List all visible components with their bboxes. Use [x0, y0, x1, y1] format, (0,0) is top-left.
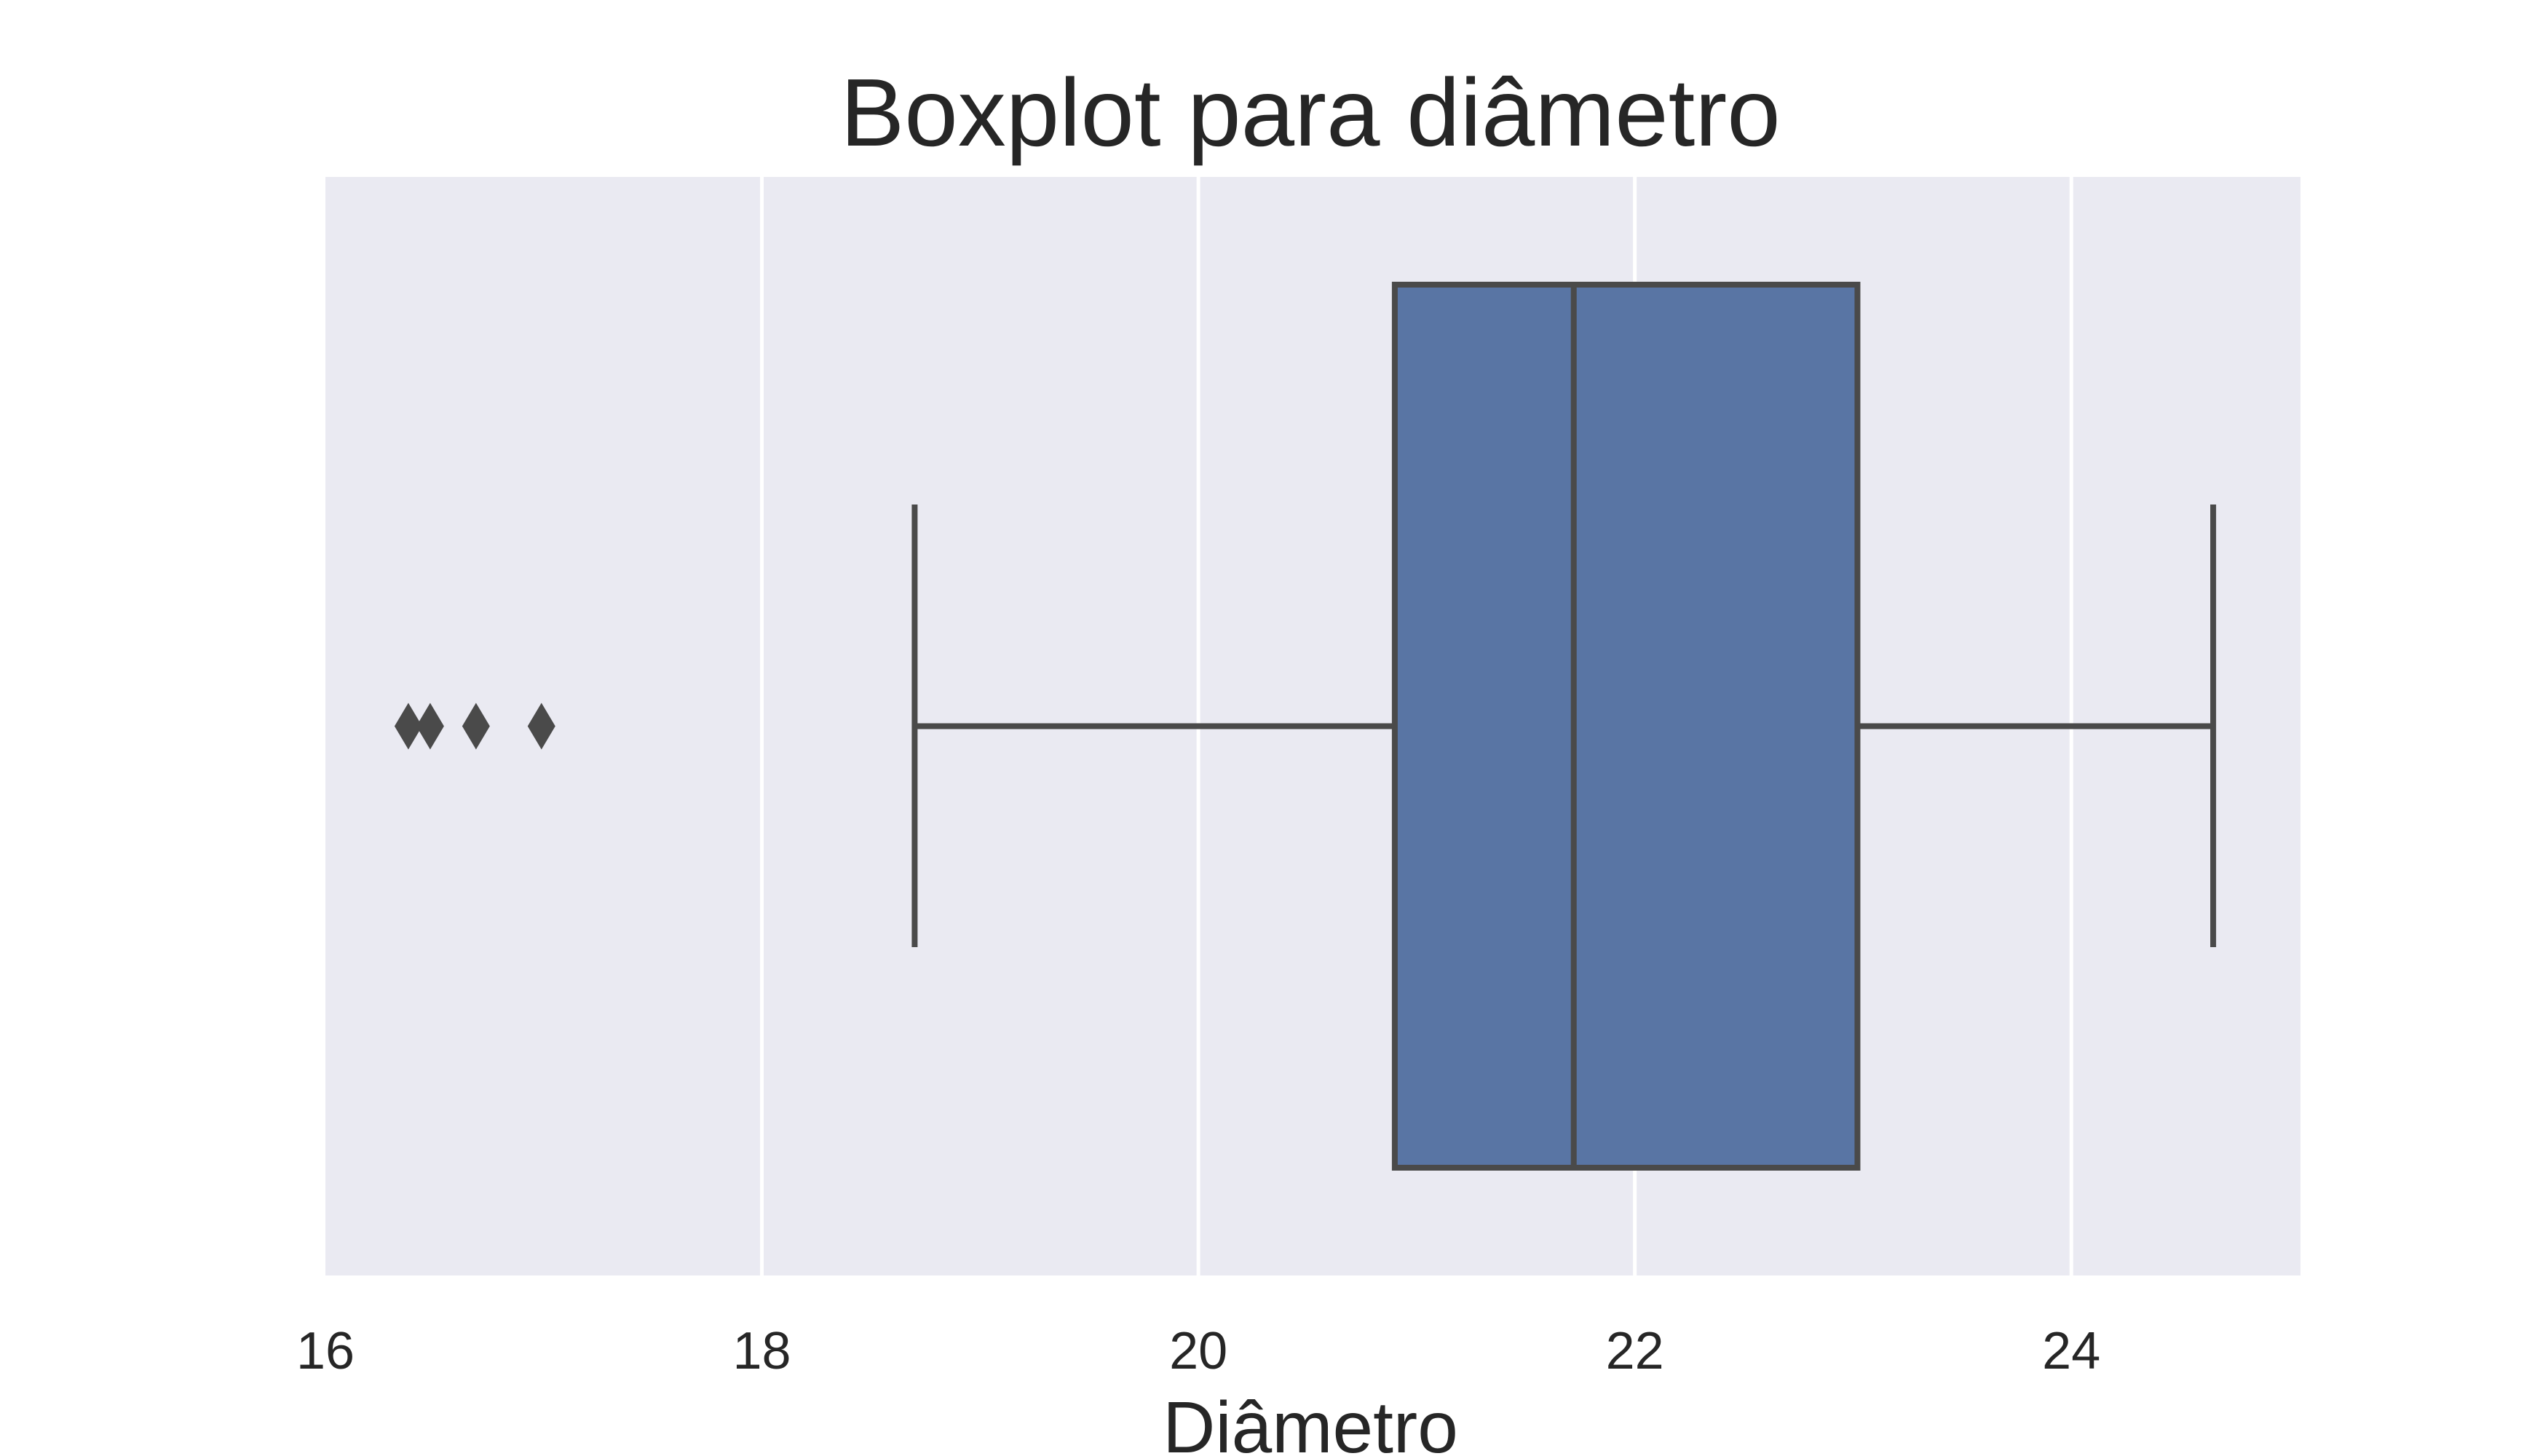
outlier-point-1	[394, 703, 422, 750]
x-axis-label: Diâmetro	[1163, 1387, 1458, 1456]
chart-title: Boxplot para diâmetro	[840, 59, 1780, 166]
box-iqr	[1391, 282, 1861, 1171]
outlier-point-4	[527, 703, 555, 750]
x-tick-label-24: 24	[2042, 1322, 2100, 1380]
x-tick-label-18: 18	[733, 1322, 791, 1380]
box-group	[911, 282, 2217, 1171]
outlier-point-3	[462, 703, 490, 750]
x-tick-label-16: 16	[296, 1322, 355, 1380]
outlier-point-2	[416, 703, 444, 750]
x-tick-labels: 16 18 20 22 24	[296, 1322, 2100, 1380]
x-tick-label-20: 20	[1169, 1322, 1227, 1380]
outlier-points	[394, 703, 555, 750]
x-tick-label-22: 22	[1606, 1322, 1664, 1380]
